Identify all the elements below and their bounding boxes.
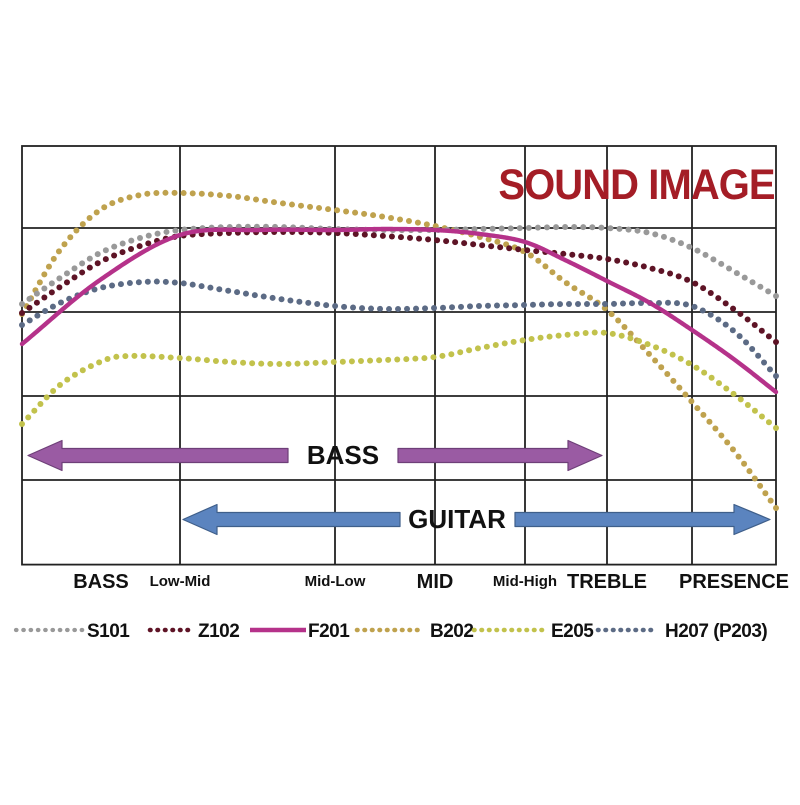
svg-text:F201: F201 [308,621,350,642]
svg-text:PRESENCE: PRESENCE [679,571,789,593]
svg-text:B202: B202 [430,621,473,642]
svg-text:BASS: BASS [307,440,379,470]
svg-text:BASS: BASS [73,571,129,593]
svg-text:S101: S101 [87,621,130,642]
svg-text:E205: E205 [551,621,594,642]
svg-text:TREBLE: TREBLE [567,571,647,593]
svg-text:GUITAR: GUITAR [408,504,506,534]
svg-text:SOUND IMAGE: SOUND IMAGE [498,160,775,209]
svg-text:MID: MID [417,571,454,593]
svg-text:Z102: Z102 [198,621,239,642]
svg-text:Mid-Low: Mid-Low [305,573,366,590]
svg-text:Low-Mid: Low-Mid [150,573,211,590]
svg-text:H207 (P203): H207 (P203) [665,621,767,642]
svg-text:Mid-High: Mid-High [493,573,557,590]
